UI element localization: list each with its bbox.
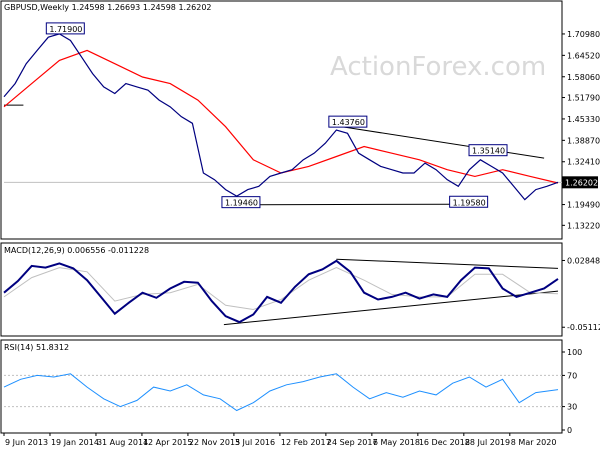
price-tick-label: 1.58060: [567, 73, 600, 82]
rsi-line: [3, 373, 559, 412]
price-level-annotation: 1.71900: [49, 25, 82, 34]
x-tick-label: 9 Jun 2013: [5, 438, 48, 447]
x-tick-label: 24 Sep 2017: [327, 438, 378, 447]
price-tick-label: 1.38870: [567, 136, 600, 145]
price-tick-label: 1.13220: [567, 221, 600, 230]
x-tick-label: 31 Aug 2014: [97, 438, 148, 447]
price-trendline: [330, 124, 545, 159]
x-tick-label: 12 Feb 2017: [281, 438, 331, 447]
macd-tick-label: 0.028489: [567, 256, 600, 265]
price-level-annotation-box: [449, 195, 489, 208]
x-tick-label: 19 Jan 2014: [51, 438, 99, 447]
price-line: [3, 33, 559, 201]
price-level-annotation: 1.35140: [472, 147, 505, 156]
rsi-tick-label: 0: [567, 426, 572, 435]
price-header: GBPUSD,Weekly 1.24598 1.26693 1.24598 1.…: [4, 3, 212, 12]
macd-trendline: [336, 258, 559, 269]
price-level-annotation: 1.43760: [332, 118, 365, 127]
rsi-tick-label: 30: [567, 403, 577, 412]
price-tick-label: 1.70980: [567, 30, 600, 39]
price-level-annotation-box: [221, 196, 261, 209]
macd-trendline: [223, 290, 559, 326]
price-level-annotation: 1.19580: [453, 198, 486, 207]
watermark: ActionForex.com: [330, 52, 546, 82]
rsi-tick-label: 70: [567, 371, 577, 380]
macd-tick-label: -0.051125: [567, 323, 600, 332]
x-tick-label: 16 Dec 2018: [419, 438, 470, 447]
macd-signal-line: [3, 267, 559, 311]
price-level-annotation-box: [45, 22, 85, 35]
price-trendline: [223, 203, 452, 206]
price-tick-label: 1.64520: [567, 51, 600, 60]
price-tick-label: 1.19490: [567, 201, 600, 210]
rsi-header: RSI(14) 51.8312: [4, 343, 69, 352]
x-tick-label: 12 Apr 2015: [143, 438, 192, 447]
price-tick-label: 1.32410: [567, 158, 600, 167]
macd-line: [3, 259, 559, 324]
x-tick-label: 28 Jul 2019: [465, 438, 510, 447]
price-level-annotation: 1.19460: [225, 199, 258, 208]
price-tick-label: 1.45330: [567, 115, 600, 124]
price-level-annotation-box: [468, 144, 508, 157]
price-tick-label: 1.51790: [567, 94, 600, 103]
x-tick-label: 22 Nov 2015: [189, 438, 240, 447]
macd-header: MACD(12,26,9) 0.006556 -0.011228: [4, 246, 149, 255]
x-tick-label: 8 Mar 2020: [511, 438, 557, 447]
rsi-tick-label: 100: [567, 348, 582, 357]
x-tick-label: 6 May 2018: [373, 438, 420, 447]
current-price-box: [562, 176, 598, 189]
x-tick-label: 3 Jul 2016: [235, 438, 275, 447]
price-level-annotation-box: [328, 115, 368, 128]
macd-panel: [0, 242, 563, 337]
current-price-label: 1.26202: [565, 178, 598, 187]
